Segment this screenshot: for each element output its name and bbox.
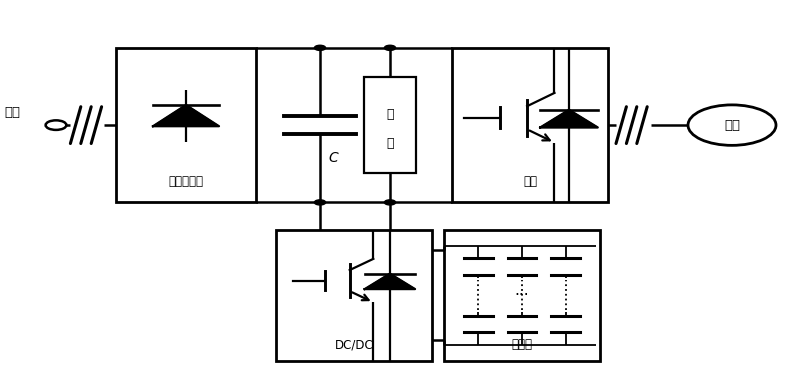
Text: C: C [328, 151, 338, 165]
Text: 压: 压 [386, 137, 394, 150]
Bar [116, 48, 256, 202]
Circle shape [385, 200, 396, 205]
Polygon shape [153, 105, 219, 126]
Bar [452, 48, 608, 202]
Polygon shape [540, 110, 598, 127]
Text: 不可控整流: 不可控整流 [169, 175, 203, 188]
Circle shape [314, 45, 326, 50]
Text: DC/DC: DC/DC [334, 339, 374, 351]
Text: 限: 限 [386, 107, 394, 121]
Bar [444, 230, 600, 361]
Circle shape [385, 45, 396, 50]
Text: 逆变: 逆变 [523, 175, 537, 188]
Bar [276, 230, 432, 361]
Text: 电机: 电机 [724, 118, 740, 132]
Text: 电网: 电网 [4, 106, 20, 119]
Text: ···: ··· [514, 288, 530, 303]
Polygon shape [365, 274, 415, 289]
Circle shape [314, 200, 326, 205]
Text: 蓄电池: 蓄电池 [511, 339, 533, 351]
Bar [364, 77, 416, 173]
